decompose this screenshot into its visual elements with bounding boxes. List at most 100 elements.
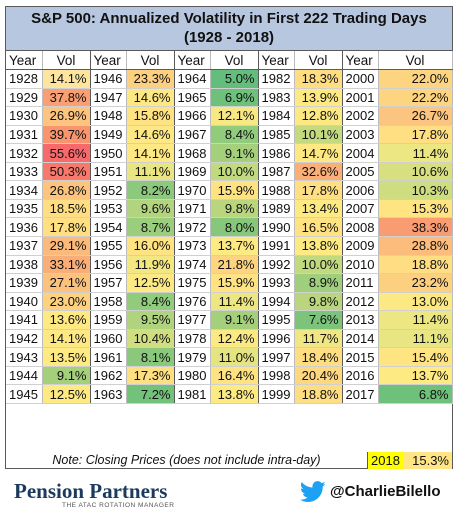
year-cell: 1964 xyxy=(174,69,211,89)
year-cell: 1978 xyxy=(174,329,211,349)
vol-cell: 17.8% xyxy=(294,180,343,200)
title-box: S&P 500: Annualized Volatility in First … xyxy=(6,7,452,51)
table-row: 1930 26.9% 1948 15.8% 1966 12.1% 1984 12.8% 2002… xyxy=(6,106,453,126)
vol-cell: 18.8% xyxy=(294,384,343,404)
year-cell: 2015 xyxy=(342,347,379,367)
vol-cell: 12.4% xyxy=(210,329,259,349)
year-cell: 1963 xyxy=(90,384,127,404)
vol-cell: 26.7% xyxy=(378,106,453,126)
vol-cell: 8.7% xyxy=(126,217,175,237)
year-cell: 1942 xyxy=(6,329,43,349)
year-cell: 1972 xyxy=(174,217,211,237)
year-cell: 1965 xyxy=(174,88,211,108)
year-cell: 1997 xyxy=(258,347,295,367)
vol-cell: 13.8% xyxy=(210,384,259,404)
table-subtitle: (1928 - 2018) xyxy=(183,29,275,46)
vol-cell: 17.8% xyxy=(42,217,91,237)
vol-cell: 50.3% xyxy=(42,162,91,182)
note-vol-cell: 15.3% xyxy=(404,452,452,469)
vol-cell: 9.8% xyxy=(210,199,259,219)
year-cell: 1928 xyxy=(6,69,43,89)
vol-cell: 18.3% xyxy=(294,69,343,89)
year-cell: 1996 xyxy=(258,329,295,349)
year-cell: 2003 xyxy=(342,125,379,145)
note-row: Note: Closing Prices (does not include i… xyxy=(6,452,452,469)
vol-cell: 18.8% xyxy=(378,255,453,275)
year-cell: 1949 xyxy=(90,125,127,145)
vol-cell: 39.7% xyxy=(42,125,91,145)
year-cell: 2011 xyxy=(342,273,379,293)
year-cell: 1941 xyxy=(6,310,43,330)
year-cell: 1984 xyxy=(258,106,295,126)
year-header: Year xyxy=(6,51,43,71)
year-cell: 1971 xyxy=(174,199,211,219)
vol-cell: 18.4% xyxy=(294,347,343,367)
vol-header: Vol xyxy=(210,51,259,71)
table-row: 1934 26.8% 1952 8.2% 1970 15.9% 1988 17.8% 2006 1… xyxy=(6,180,453,200)
vol-cell: 14.1% xyxy=(126,143,175,163)
year-cell: 1932 xyxy=(6,143,43,163)
year-cell: 1960 xyxy=(90,329,127,349)
vol-cell: 15.9% xyxy=(210,180,259,200)
vol-cell: 9.6% xyxy=(126,199,175,219)
year-cell: 1954 xyxy=(90,217,127,237)
year-cell: 1962 xyxy=(90,366,127,386)
vol-cell: 17.3% xyxy=(126,366,175,386)
vol-cell: 23.0% xyxy=(42,292,91,312)
volatility-table-frame: S&P 500: Annualized Volatility in First … xyxy=(5,6,453,469)
year-header: Year xyxy=(342,51,379,71)
year-cell: 1985 xyxy=(258,125,295,145)
year-cell: 1975 xyxy=(174,273,211,293)
year-cell: 1970 xyxy=(174,180,211,200)
vol-cell: 12.1% xyxy=(210,106,259,126)
vol-cell: 9.1% xyxy=(210,310,259,330)
table-row: 1935 18.5% 1953 9.6% 1971 9.8% 1989 13.4% 2007 15… xyxy=(6,199,453,219)
vol-cell: 8.2% xyxy=(126,180,175,200)
vol-cell: 15.9% xyxy=(210,273,259,293)
vol-cell: 12.8% xyxy=(294,106,343,126)
vol-cell: 8.1% xyxy=(126,347,175,367)
vol-cell: 23.2% xyxy=(378,273,453,293)
year-cell: 1940 xyxy=(6,292,43,312)
year-cell: 1936 xyxy=(6,217,43,237)
year-cell: 1976 xyxy=(174,292,211,312)
vol-cell: 11.4% xyxy=(210,292,259,312)
year-cell: 1953 xyxy=(90,199,127,219)
vol-cell: 14.1% xyxy=(42,69,91,89)
vol-cell: 12.5% xyxy=(126,273,175,293)
twitter-bird-icon xyxy=(300,481,326,502)
vol-cell: 13.8% xyxy=(294,236,343,256)
table-row: 1943 13.5% 1961 8.1% 1979 11.0% 1997 18.4% 2015 1… xyxy=(6,347,453,367)
vol-cell: 13.7% xyxy=(378,366,453,386)
table-row: 1928 14.1% 1946 23.3% 1964 5.0% 1982 18.3% 2000 2… xyxy=(6,69,453,89)
year-cell: 2014 xyxy=(342,329,379,349)
year-cell: 1979 xyxy=(174,347,211,367)
year-cell: 1973 xyxy=(174,236,211,256)
vol-cell: 14.1% xyxy=(42,329,91,349)
vol-header: Vol xyxy=(42,51,91,71)
year-cell: 1952 xyxy=(90,180,127,200)
year-cell: 1959 xyxy=(90,310,127,330)
footer: Pension Partners THE ATAC ROTATION MANAG… xyxy=(0,470,460,516)
vol-cell: 20.4% xyxy=(294,366,343,386)
year-cell: 1935 xyxy=(6,199,43,219)
vol-cell: 18.5% xyxy=(42,199,91,219)
year-cell: 2004 xyxy=(342,143,379,163)
year-cell: 1931 xyxy=(6,125,43,145)
table-row: 1932 55.6% 1950 14.1% 1968 9.1% 1986 14.7% 2004 1… xyxy=(6,143,453,163)
vol-cell: 23.3% xyxy=(126,69,175,89)
year-cell: 1945 xyxy=(6,384,43,404)
vol-cell: 10.3% xyxy=(378,180,453,200)
year-cell: 1933 xyxy=(6,162,43,182)
vol-cell: 11.4% xyxy=(378,310,453,330)
year-cell: 1967 xyxy=(174,125,211,145)
vol-cell: 33.1% xyxy=(42,255,91,275)
year-cell: 1983 xyxy=(258,88,295,108)
year-cell: 1987 xyxy=(258,162,295,182)
year-cell: 1969 xyxy=(174,162,211,182)
year-cell: 1956 xyxy=(90,255,127,275)
year-cell: 1930 xyxy=(6,106,43,126)
vol-cell: 15.3% xyxy=(378,199,453,219)
vol-cell: 15.8% xyxy=(126,106,175,126)
brand-tagline: THE ATAC ROTATION MANAGER xyxy=(62,502,175,509)
